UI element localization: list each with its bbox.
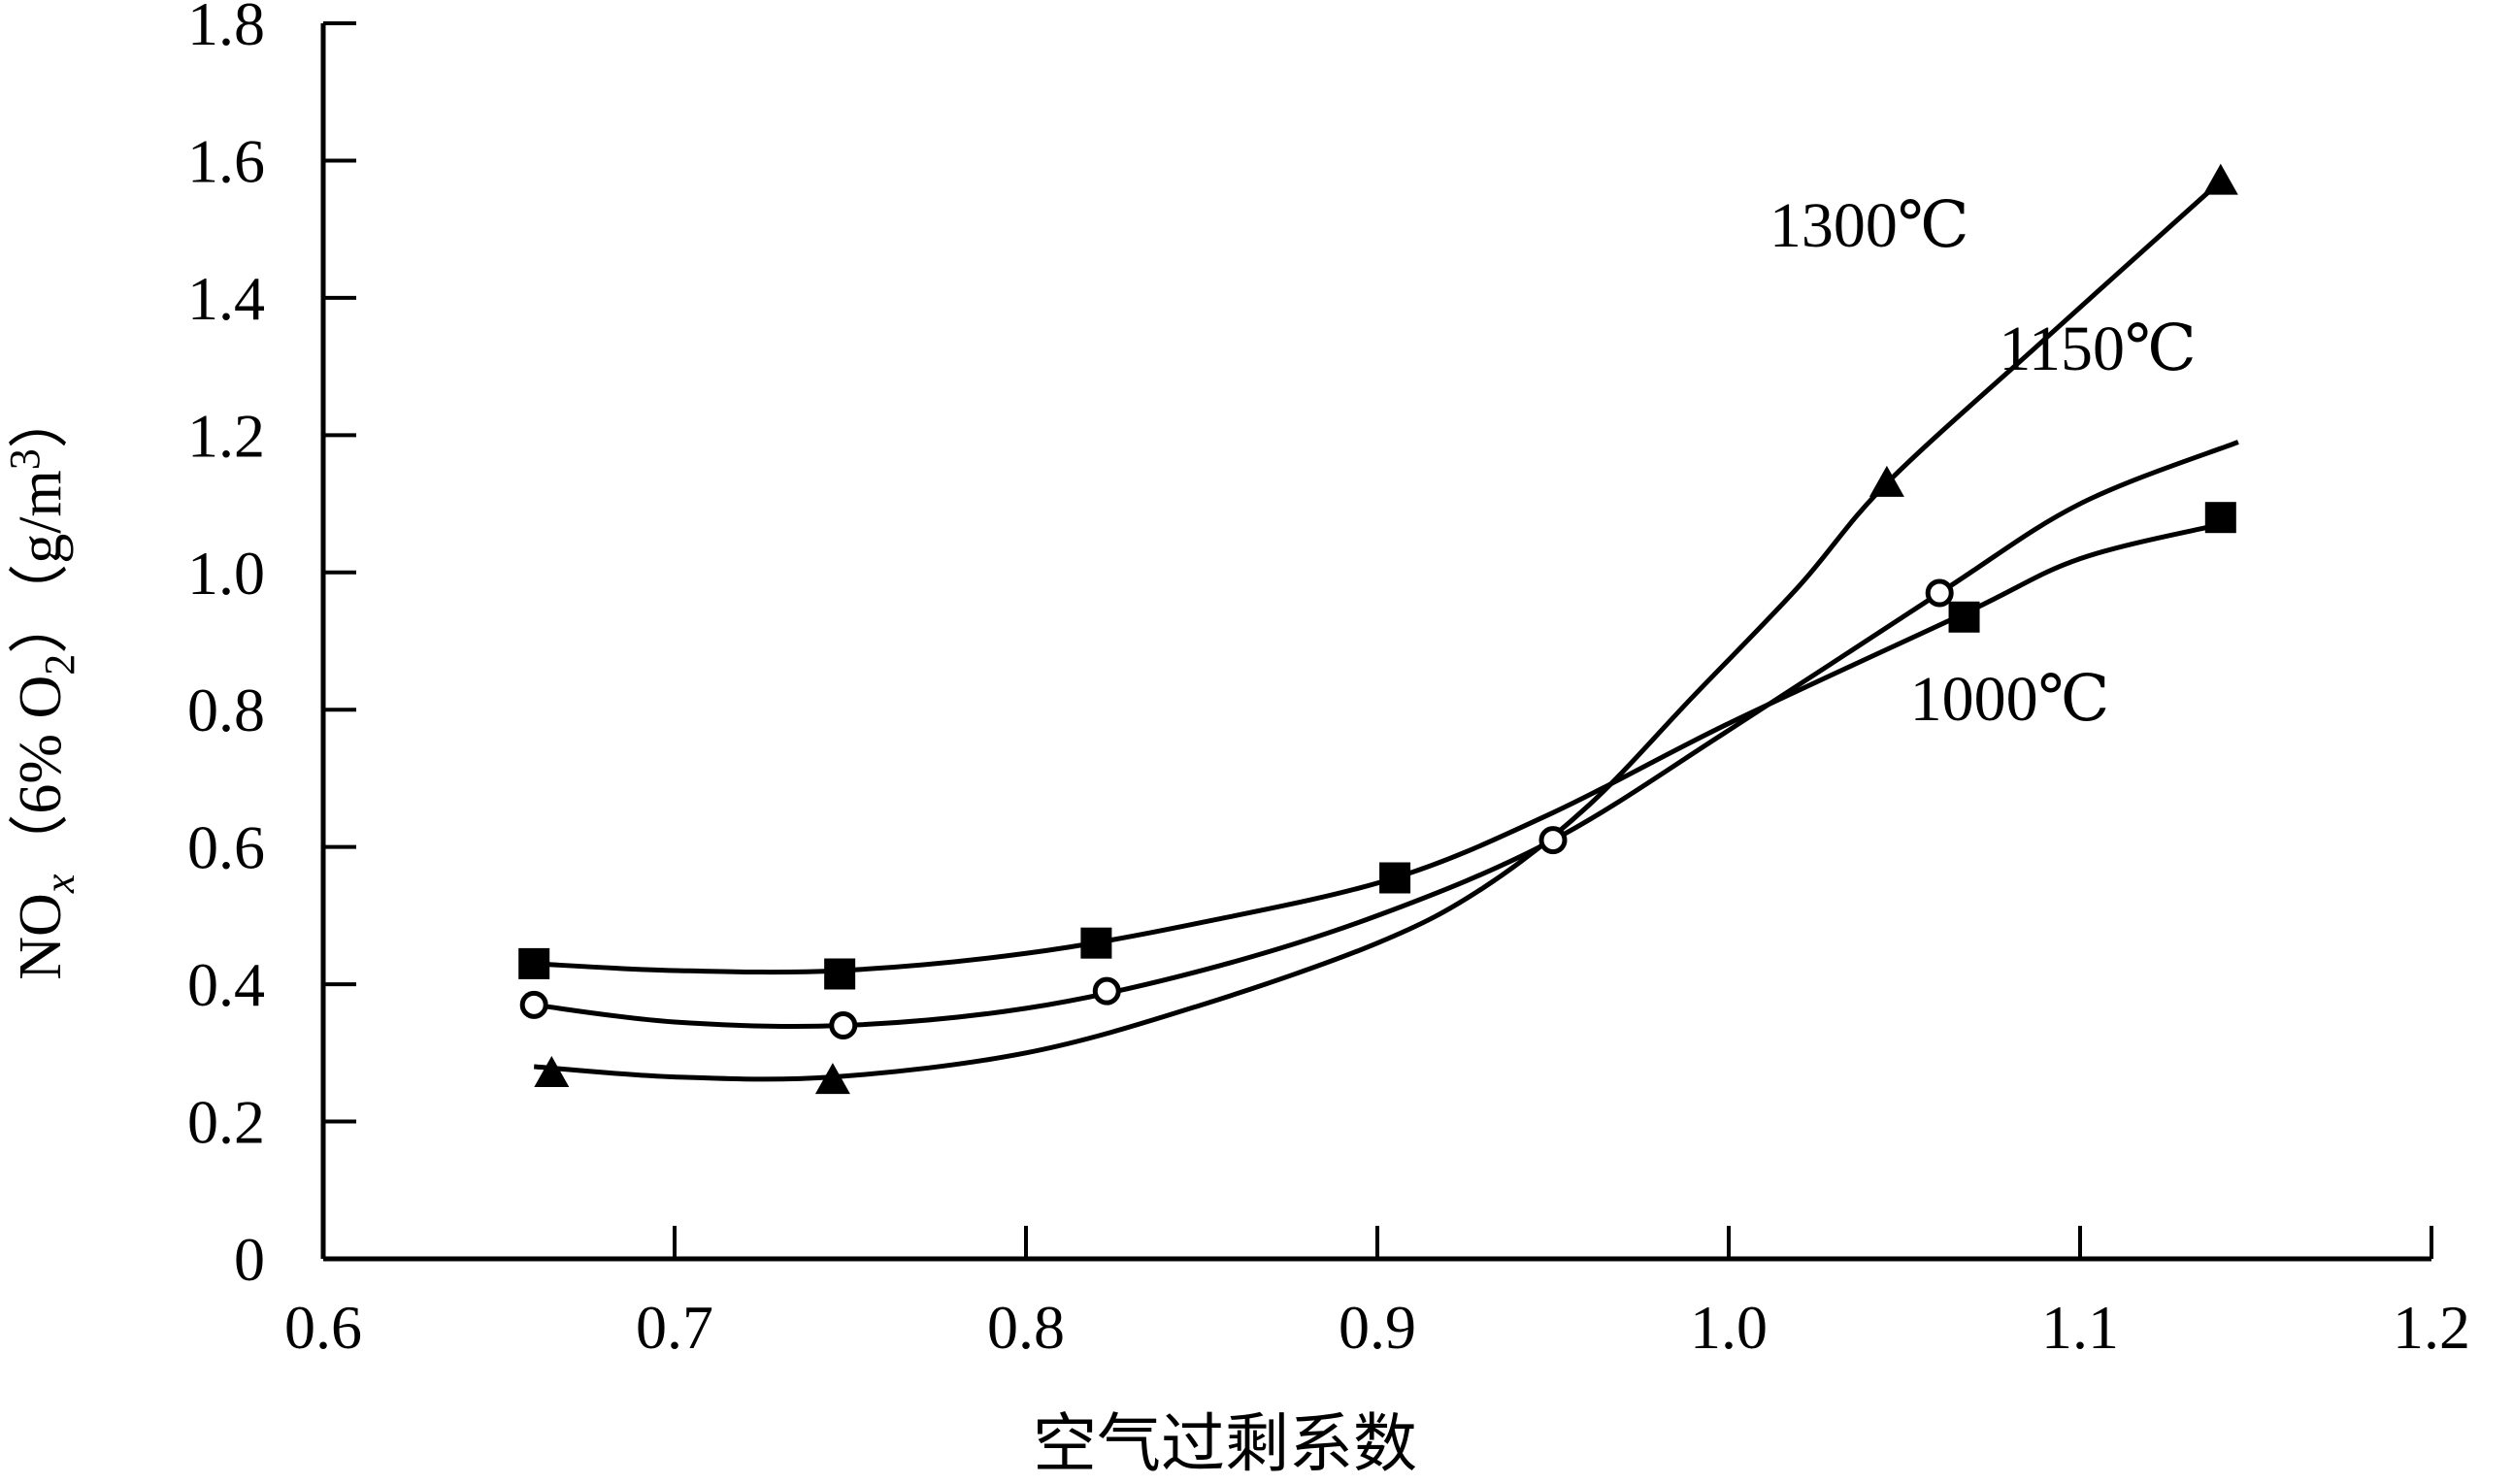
triangle-marker — [1868, 465, 1904, 497]
square-marker — [2204, 502, 2236, 534]
y-tick-label: 0.2 — [187, 1088, 265, 1157]
y-title-after: ）（g/m — [8, 470, 74, 653]
square-marker — [1379, 862, 1411, 894]
y-title-prefix: NO — [8, 893, 74, 980]
square-marker — [1948, 601, 1980, 633]
circle-marker — [829, 1011, 858, 1040]
y-tick-label: 0.4 — [187, 950, 265, 1019]
circle-marker — [1092, 976, 1121, 1006]
triangle-marker — [534, 1056, 570, 1088]
y-title-sup: 3 — [1, 448, 49, 470]
y-title-sub1: x — [36, 874, 83, 894]
x-tick-labels: 0.6 0.7 0.8 0.9 1.0 1.1 1.2 — [284, 1293, 2470, 1362]
y-tick-label: 1.6 — [187, 126, 265, 195]
y-tick-label: 0 — [234, 1225, 265, 1294]
y-tick-label: 1.2 — [187, 401, 265, 470]
series-curves — [533, 179, 2239, 1082]
y-axis-title: NOx（6% O2）（g/m3） — [1, 388, 83, 979]
series-label-2: 1000℃ — [1910, 664, 2110, 735]
series-markers — [518, 163, 2238, 1095]
square-marker — [1080, 927, 1112, 959]
square-marker — [518, 947, 550, 979]
square-marker — [824, 958, 856, 990]
triangle-marker — [2202, 163, 2238, 195]
tick-marks — [321, 21, 2433, 1261]
y-tick-label: 0.8 — [187, 676, 265, 744]
x-tick-label: 0.7 — [636, 1293, 713, 1362]
x-tick-label: 0.9 — [1339, 1293, 1416, 1362]
series-line — [533, 440, 2239, 1029]
y-tick-label: 1.8 — [187, 0, 265, 58]
x-tick-label: 0.8 — [987, 1293, 1065, 1362]
x-tick-label: 0.6 — [284, 1293, 362, 1362]
series-label-1: 1150℃ — [1999, 313, 2196, 384]
circle-marker — [519, 990, 548, 1019]
y-title-end: ） — [8, 388, 74, 448]
y-tick-label: 0.6 — [187, 813, 265, 882]
series-annotations: 1300℃ 1150℃ 1000℃ — [1769, 190, 2197, 735]
x-tick-label: 1.0 — [1690, 1293, 1768, 1362]
series-line — [534, 521, 2222, 975]
circle-marker — [1538, 826, 1568, 855]
circle-marker — [1925, 578, 1954, 608]
triangle-marker — [814, 1063, 850, 1095]
y-tick-labels: 0 0.2 0.4 0.6 0.8 1.0 1.2 1.4 1.6 1.8 — [187, 0, 265, 1294]
y-title-middle: （6% O — [8, 676, 74, 874]
x-axis-title: 空气过剩系数 — [1033, 1406, 1417, 1481]
x-tick-label: 1.1 — [2041, 1293, 2119, 1362]
y-tick-label: 1.0 — [187, 539, 265, 608]
y-tick-label: 1.4 — [187, 264, 265, 333]
y-title-sub2: 2 — [36, 654, 83, 676]
x-tick-label: 1.2 — [2393, 1293, 2470, 1362]
series-label-0: 1300℃ — [1769, 190, 1969, 261]
